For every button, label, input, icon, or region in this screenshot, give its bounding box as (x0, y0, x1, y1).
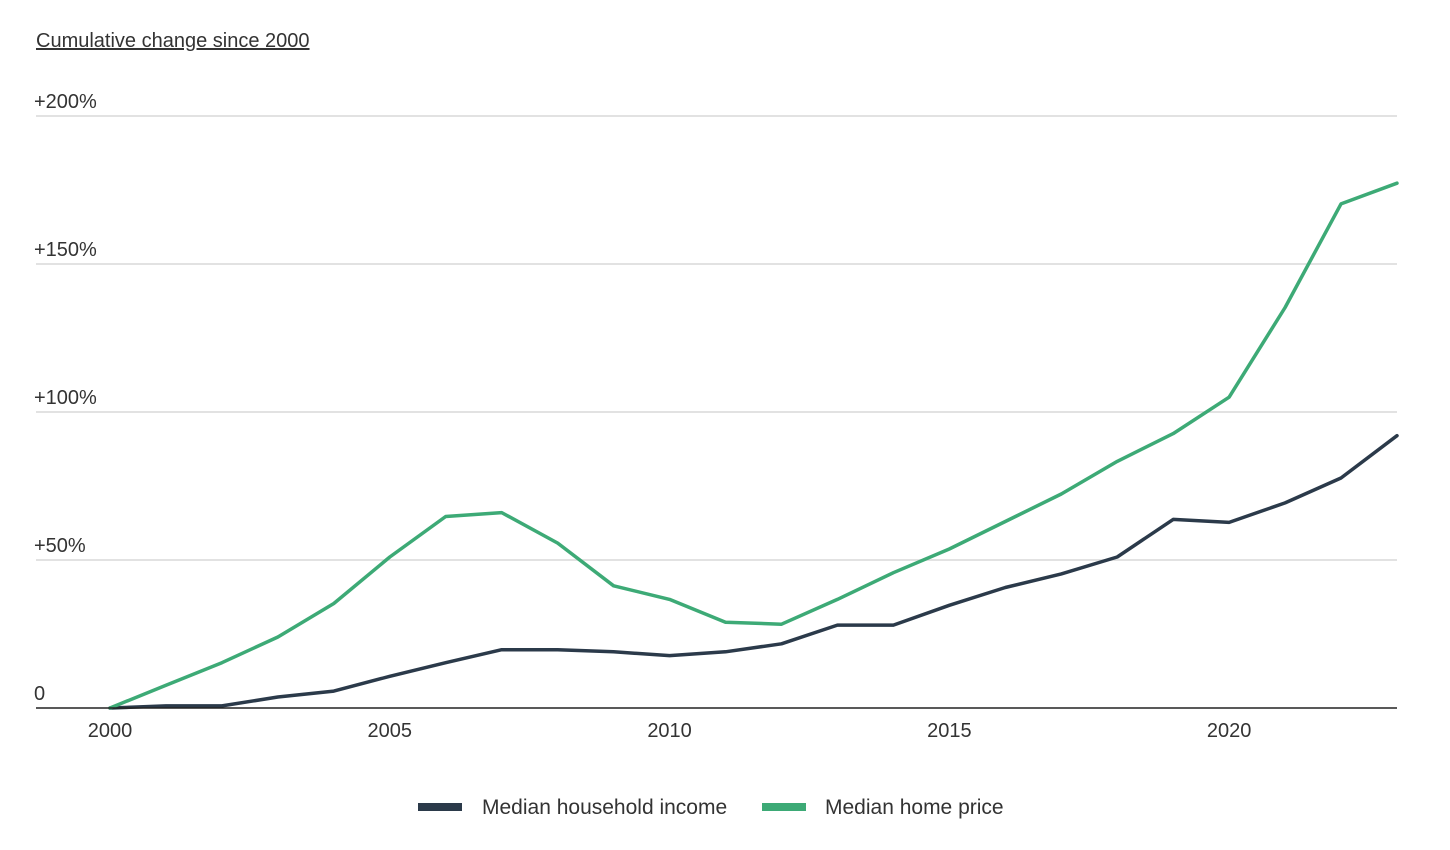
x-tick-label: 2015 (927, 720, 972, 742)
y-axis-ticks: 0 +50% +100% +150% +200% (34, 91, 97, 705)
y-tick-label: +50% (34, 535, 86, 557)
gridlines (36, 115, 1397, 561)
x-tick-label: 2020 (1207, 720, 1252, 742)
y-tick-label: +150% (34, 239, 97, 261)
x-axis-ticks: 2000 2005 2010 2015 2020 (88, 720, 1252, 742)
legend-label: Median household income (482, 796, 727, 819)
legend-swatch (418, 803, 462, 811)
series-line-median-household-income (108, 433, 1399, 710)
x-tick-label: 2000 (88, 720, 133, 742)
x-tick-label: 2005 (368, 720, 413, 742)
y-tick-label: 0 (34, 683, 45, 705)
series-line-median-home-price (108, 181, 1399, 710)
x-tick-label: 2010 (647, 720, 692, 742)
legend: Median household income Median home price (418, 796, 1004, 819)
y-tick-label: +100% (34, 387, 97, 409)
y-tick-label: +200% (34, 91, 97, 113)
legend-label: Median home price (825, 796, 1004, 819)
series-lines (108, 181, 1399, 710)
legend-swatch (762, 803, 806, 811)
chart-subtitle: Cumulative change since 2000 (36, 30, 310, 52)
